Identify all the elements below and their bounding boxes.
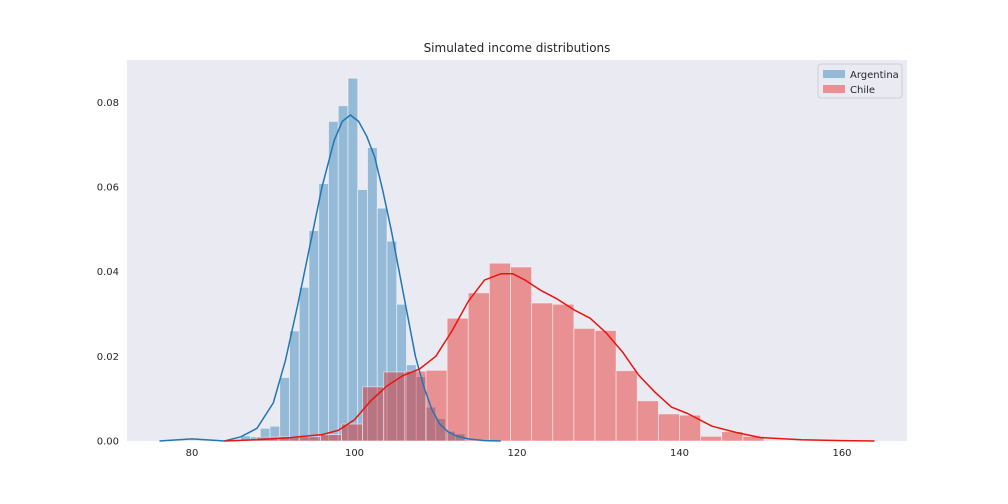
histogram-bar-chile-5	[362, 386, 385, 442]
histogram-bar-chile-13	[531, 302, 554, 442]
histogram-bar-argentina-10	[337, 105, 349, 442]
legend-label-argentina: Argentina	[850, 70, 899, 81]
histogram-bar-chile-10	[467, 292, 490, 442]
legend-swatch-chile	[823, 85, 845, 93]
histogram-bar-chile-14	[552, 303, 575, 442]
kde-line-chile	[224, 273, 875, 442]
legend-box	[817, 63, 903, 99]
histogram-bar-chile-2	[298, 436, 321, 442]
histogram-bar-chile-9	[446, 317, 469, 442]
kde-curves	[159, 114, 875, 442]
legend-label-chile: Chile	[850, 85, 875, 96]
kde-line-argentina	[159, 114, 501, 442]
histogram-bar-chile-6	[383, 371, 406, 442]
legend: Argentina Chile	[817, 63, 903, 99]
histogram-bar-chile-12	[510, 266, 533, 442]
histogram-bar-chile-8	[425, 369, 448, 442]
histogram-bar-argentina-6	[298, 286, 310, 442]
chart-title: Simulated income distributions	[424, 41, 611, 55]
histogram-bars	[240, 77, 765, 442]
x-tick-label: 120	[507, 448, 526, 459]
histogram-bar-argentina-5	[289, 330, 300, 442]
legend-swatch-argentina	[823, 70, 845, 78]
y-axis-ticks: 0.00 0.02 0.04 0.06 0.08	[97, 98, 119, 448]
histogram-bar-chile-19	[657, 413, 680, 442]
histogram-bar-argentina-11	[347, 77, 359, 442]
y-tick-label: 0.00	[97, 437, 119, 448]
histogram-bar-argentina-8	[318, 183, 329, 442]
x-tick-label: 80	[186, 448, 199, 459]
histogram-bar-chile-21	[700, 435, 723, 442]
histogram-bar-chile-17	[615, 370, 638, 442]
y-tick-label: 0.08	[97, 98, 119, 109]
histogram-bar-chile-3	[319, 434, 342, 442]
histogram-bar-chile-16	[594, 330, 617, 442]
histogram-bar-chile-11	[488, 262, 511, 442]
x-tick-label: 100	[345, 448, 364, 459]
y-tick-label: 0.04	[97, 267, 119, 278]
histogram-bar-argentina-7	[308, 230, 320, 442]
histogram-bar-chile-18	[636, 400, 659, 442]
histogram-bar-argentina-4	[279, 377, 290, 442]
x-axis-ticks: 80 100 120 140 160	[186, 448, 852, 459]
y-tick-label: 0.02	[97, 352, 119, 363]
histogram-bar-chile-15	[573, 327, 596, 442]
x-tick-label: 140	[670, 448, 689, 459]
x-tick-label: 160	[832, 448, 851, 459]
plot-area	[127, 60, 907, 441]
histogram-bar-argentina-9	[328, 120, 339, 442]
y-tick-label: 0.06	[97, 183, 119, 194]
